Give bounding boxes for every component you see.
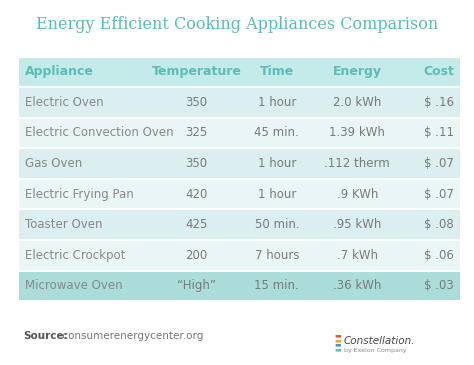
Text: Appliance: Appliance — [25, 65, 94, 78]
Text: Electric Convection Oven: Electric Convection Oven — [25, 127, 174, 139]
Text: 425: 425 — [185, 218, 208, 231]
Text: Energy: Energy — [333, 65, 382, 78]
Text: .95 kWh: .95 kWh — [333, 218, 382, 231]
Text: by Exelon Company: by Exelon Company — [344, 348, 406, 353]
Text: 325: 325 — [185, 127, 208, 139]
Text: .36 kWh: .36 kWh — [333, 279, 382, 292]
Text: Gas Oven: Gas Oven — [25, 157, 82, 170]
Text: 7 hours: 7 hours — [255, 249, 299, 262]
Text: Temperature: Temperature — [152, 65, 241, 78]
Text: 15 min.: 15 min. — [255, 279, 299, 292]
Text: .112 therm: .112 therm — [324, 157, 390, 170]
Text: Electric Frying Pan: Electric Frying Pan — [25, 188, 134, 201]
Text: $ .06: $ .06 — [424, 249, 454, 262]
Text: 50 min.: 50 min. — [255, 218, 299, 231]
Text: Energy Efficient Cooking Appliances Comparison: Energy Efficient Cooking Appliances Comp… — [36, 16, 438, 34]
Text: 200: 200 — [185, 249, 208, 262]
Text: 1.39 kWh: 1.39 kWh — [329, 127, 385, 139]
Text: Constellation.: Constellation. — [344, 336, 415, 346]
Text: $ .03: $ .03 — [424, 279, 454, 292]
Text: ▬: ▬ — [334, 342, 341, 347]
Text: 45 min.: 45 min. — [255, 127, 299, 139]
Text: 1 hour: 1 hour — [258, 157, 296, 170]
Text: 350: 350 — [185, 157, 208, 170]
Text: “High”: “High” — [177, 279, 216, 292]
Text: Microwave Oven: Microwave Oven — [25, 279, 123, 292]
Text: ▬: ▬ — [334, 333, 341, 339]
Text: 2.0 kWh: 2.0 kWh — [333, 96, 382, 109]
Text: $ .16: $ .16 — [424, 96, 454, 109]
Text: Toaster Oven: Toaster Oven — [25, 218, 103, 231]
Text: .9 KWh: .9 KWh — [337, 188, 378, 201]
Text: $ .07: $ .07 — [424, 188, 454, 201]
Text: Time: Time — [260, 65, 294, 78]
Text: 350: 350 — [185, 96, 208, 109]
Text: 1 hour: 1 hour — [258, 188, 296, 201]
Text: $ .08: $ .08 — [424, 218, 454, 231]
Text: ▬: ▬ — [334, 337, 341, 343]
Text: $ .11: $ .11 — [424, 127, 454, 139]
Text: Electric Oven: Electric Oven — [25, 96, 104, 109]
Text: Electric Crockpot: Electric Crockpot — [25, 249, 126, 262]
Text: $ .07: $ .07 — [424, 157, 454, 170]
Text: 420: 420 — [185, 188, 208, 201]
Text: Source:: Source: — [24, 331, 68, 341]
Text: consumerenergycenter.org: consumerenergycenter.org — [59, 331, 204, 341]
Text: .7 kWh: .7 kWh — [337, 249, 378, 262]
Text: ▬: ▬ — [334, 346, 341, 352]
Text: Cost: Cost — [423, 65, 454, 78]
Text: 1 hour: 1 hour — [258, 96, 296, 109]
